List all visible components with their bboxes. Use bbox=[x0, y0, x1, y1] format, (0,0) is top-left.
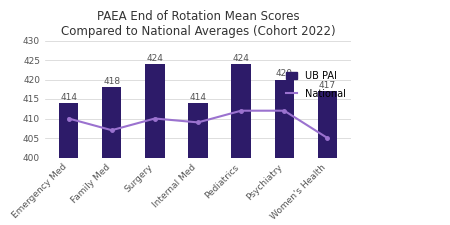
Bar bbox=[102, 87, 122, 158]
Title: PAEA End of Rotation Mean Scores
Compared to National Averages (Cohort 2022): PAEA End of Rotation Mean Scores Compare… bbox=[61, 10, 335, 38]
Bar bbox=[145, 64, 165, 158]
Legend: UB PAI, National: UB PAI, National bbox=[286, 71, 346, 99]
Text: 424: 424 bbox=[146, 54, 163, 63]
Text: 418: 418 bbox=[103, 77, 120, 86]
Text: 414: 414 bbox=[189, 93, 207, 102]
Bar bbox=[318, 91, 337, 158]
Text: 424: 424 bbox=[233, 54, 250, 63]
Bar bbox=[59, 103, 78, 158]
Text: 417: 417 bbox=[319, 81, 336, 90]
Text: 420: 420 bbox=[276, 69, 293, 78]
Bar bbox=[274, 79, 294, 158]
Bar bbox=[231, 64, 251, 158]
Bar bbox=[188, 103, 208, 158]
Text: 414: 414 bbox=[60, 93, 77, 102]
